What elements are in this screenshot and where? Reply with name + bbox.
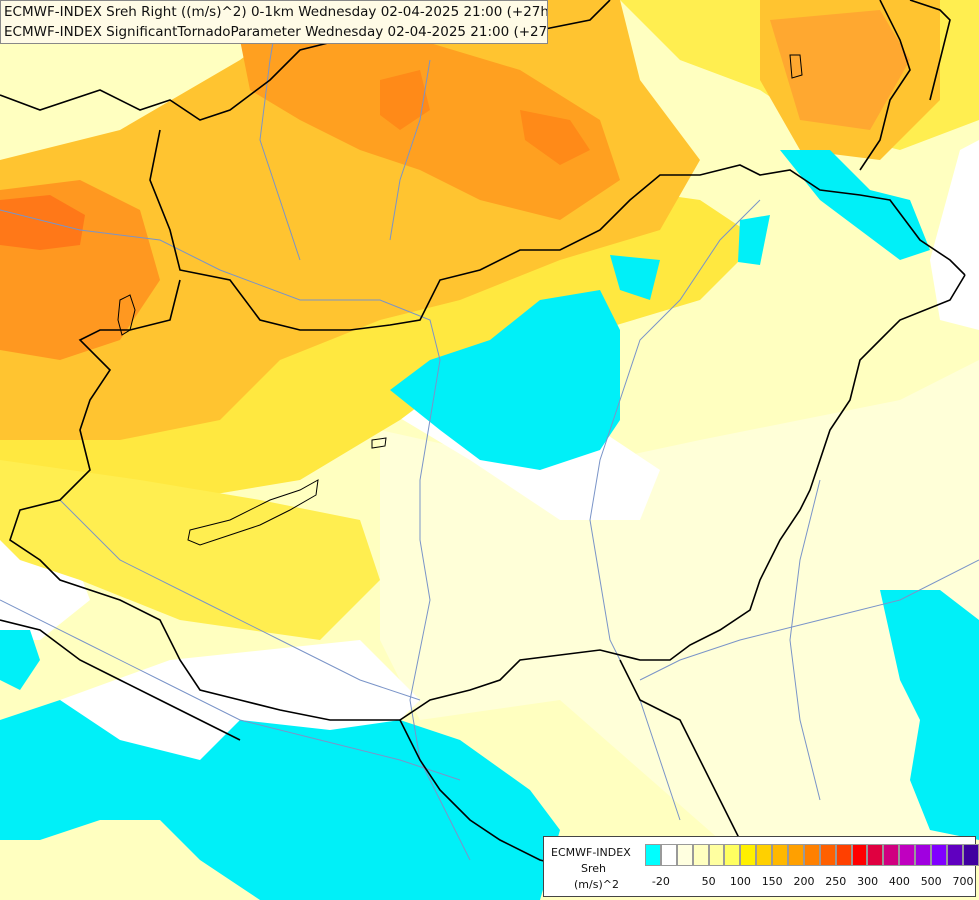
- field-white-east: [930, 140, 979, 330]
- legend-tick-label: 200: [793, 875, 815, 888]
- legend-tick-label: 500: [920, 875, 942, 888]
- legend-swatch: [867, 844, 884, 866]
- legend-unit: (m/s)^2: [574, 878, 619, 891]
- legend-swatch: [772, 844, 789, 866]
- map-title-line-1: ECMWF-INDEX Sreh Right ((m/s)^2) 0-1km W…: [4, 4, 548, 20]
- legend-swatch: [883, 844, 900, 866]
- legend-swatch: [819, 844, 836, 866]
- legend-swatch: [740, 844, 757, 866]
- field-dark-orange-3: [520, 110, 590, 165]
- legend-swatch: [946, 844, 963, 866]
- legend-tick-label: 50: [701, 875, 716, 888]
- legend-tick-label: 150: [761, 875, 783, 888]
- field-cyan-center: [390, 290, 620, 470]
- legend-swatch: [756, 844, 773, 866]
- legend-swatch: [899, 844, 916, 866]
- legend-swatch: [788, 844, 804, 866]
- legend-tick-label: 400: [888, 875, 910, 888]
- lake-balaton: [187, 479, 319, 546]
- field-dark-orange-1: [0, 195, 85, 250]
- legend-swatch: [692, 844, 709, 866]
- legend-swatch: [803, 844, 820, 866]
- legend-tick-label: 100: [729, 875, 751, 888]
- map-title-box: ECMWF-INDEX Sreh Right ((m/s)^2) 0-1km W…: [0, 0, 548, 44]
- legend-swatch: [708, 844, 725, 866]
- field-cyan-ne-2: [610, 255, 660, 300]
- field-cyan-east: [880, 590, 979, 840]
- border-romania-north: [859, 0, 911, 171]
- legend-tick-label: 300: [857, 875, 879, 888]
- legend-swatch: [915, 844, 932, 866]
- rivers: [0, 0, 979, 861]
- legend-swatch: [931, 844, 947, 866]
- legend-variable-name: Sreh: [581, 862, 607, 875]
- lake-small-1: [371, 437, 387, 449]
- lake-neusiedl: [117, 294, 136, 336]
- river-danube: [0, 209, 471, 861]
- lake-small-2: [789, 54, 803, 79]
- legend-swatch: [851, 844, 868, 866]
- legend-tick-labels: -20 50 100 150 200 250 300 400 500 700: [645, 875, 975, 891]
- legend-swatch: [676, 844, 693, 866]
- field-cyan-south: [0, 700, 560, 900]
- river-drava: [59, 499, 421, 701]
- legend-swatch: [835, 844, 852, 866]
- border-hungary-east: [399, 274, 966, 721]
- border-croatia: [0, 619, 241, 741]
- field-yellow-west: [0, 460, 380, 640]
- legend-swatch: [660, 844, 677, 866]
- field-orange: [240, 20, 620, 220]
- river-sava: [0, 599, 461, 781]
- field-orange-east: [770, 10, 910, 130]
- field-dark-orange-2: [380, 70, 430, 130]
- legend-model-name: ECMWF-INDEX: [551, 846, 631, 859]
- legend-tick-label: -20: [651, 875, 670, 888]
- legend-color-bar: [645, 844, 979, 866]
- legend-tick-label: 250: [825, 875, 847, 888]
- river-vah: [389, 59, 431, 241]
- lakes: [117, 54, 803, 546]
- river-olt: [789, 479, 821, 801]
- color-legend: ECMWF-INDEX Sreh (m/s)^2 -20 50 100 150 200 2…: [543, 836, 979, 897]
- legend-tick-label: 700: [952, 875, 974, 888]
- field-cyan-ne-1: [780, 150, 930, 260]
- border-romania-west: [909, 0, 951, 101]
- legend-swatch: [724, 844, 741, 866]
- field-cyan-sw: [0, 630, 40, 690]
- border-south-east: [619, 659, 741, 841]
- border-austria-hungary: [9, 279, 400, 721]
- field-cyan-ne-3: [738, 215, 770, 265]
- legend-swatch: [962, 844, 979, 866]
- river-mures: [639, 559, 979, 681]
- map-title-line-2: ECMWF-INDEX SignificantTornadoParameter …: [4, 24, 548, 40]
- border-austria-czech: [149, 129, 966, 331]
- legend-swatch: [645, 844, 661, 866]
- river-tisza: [589, 199, 761, 821]
